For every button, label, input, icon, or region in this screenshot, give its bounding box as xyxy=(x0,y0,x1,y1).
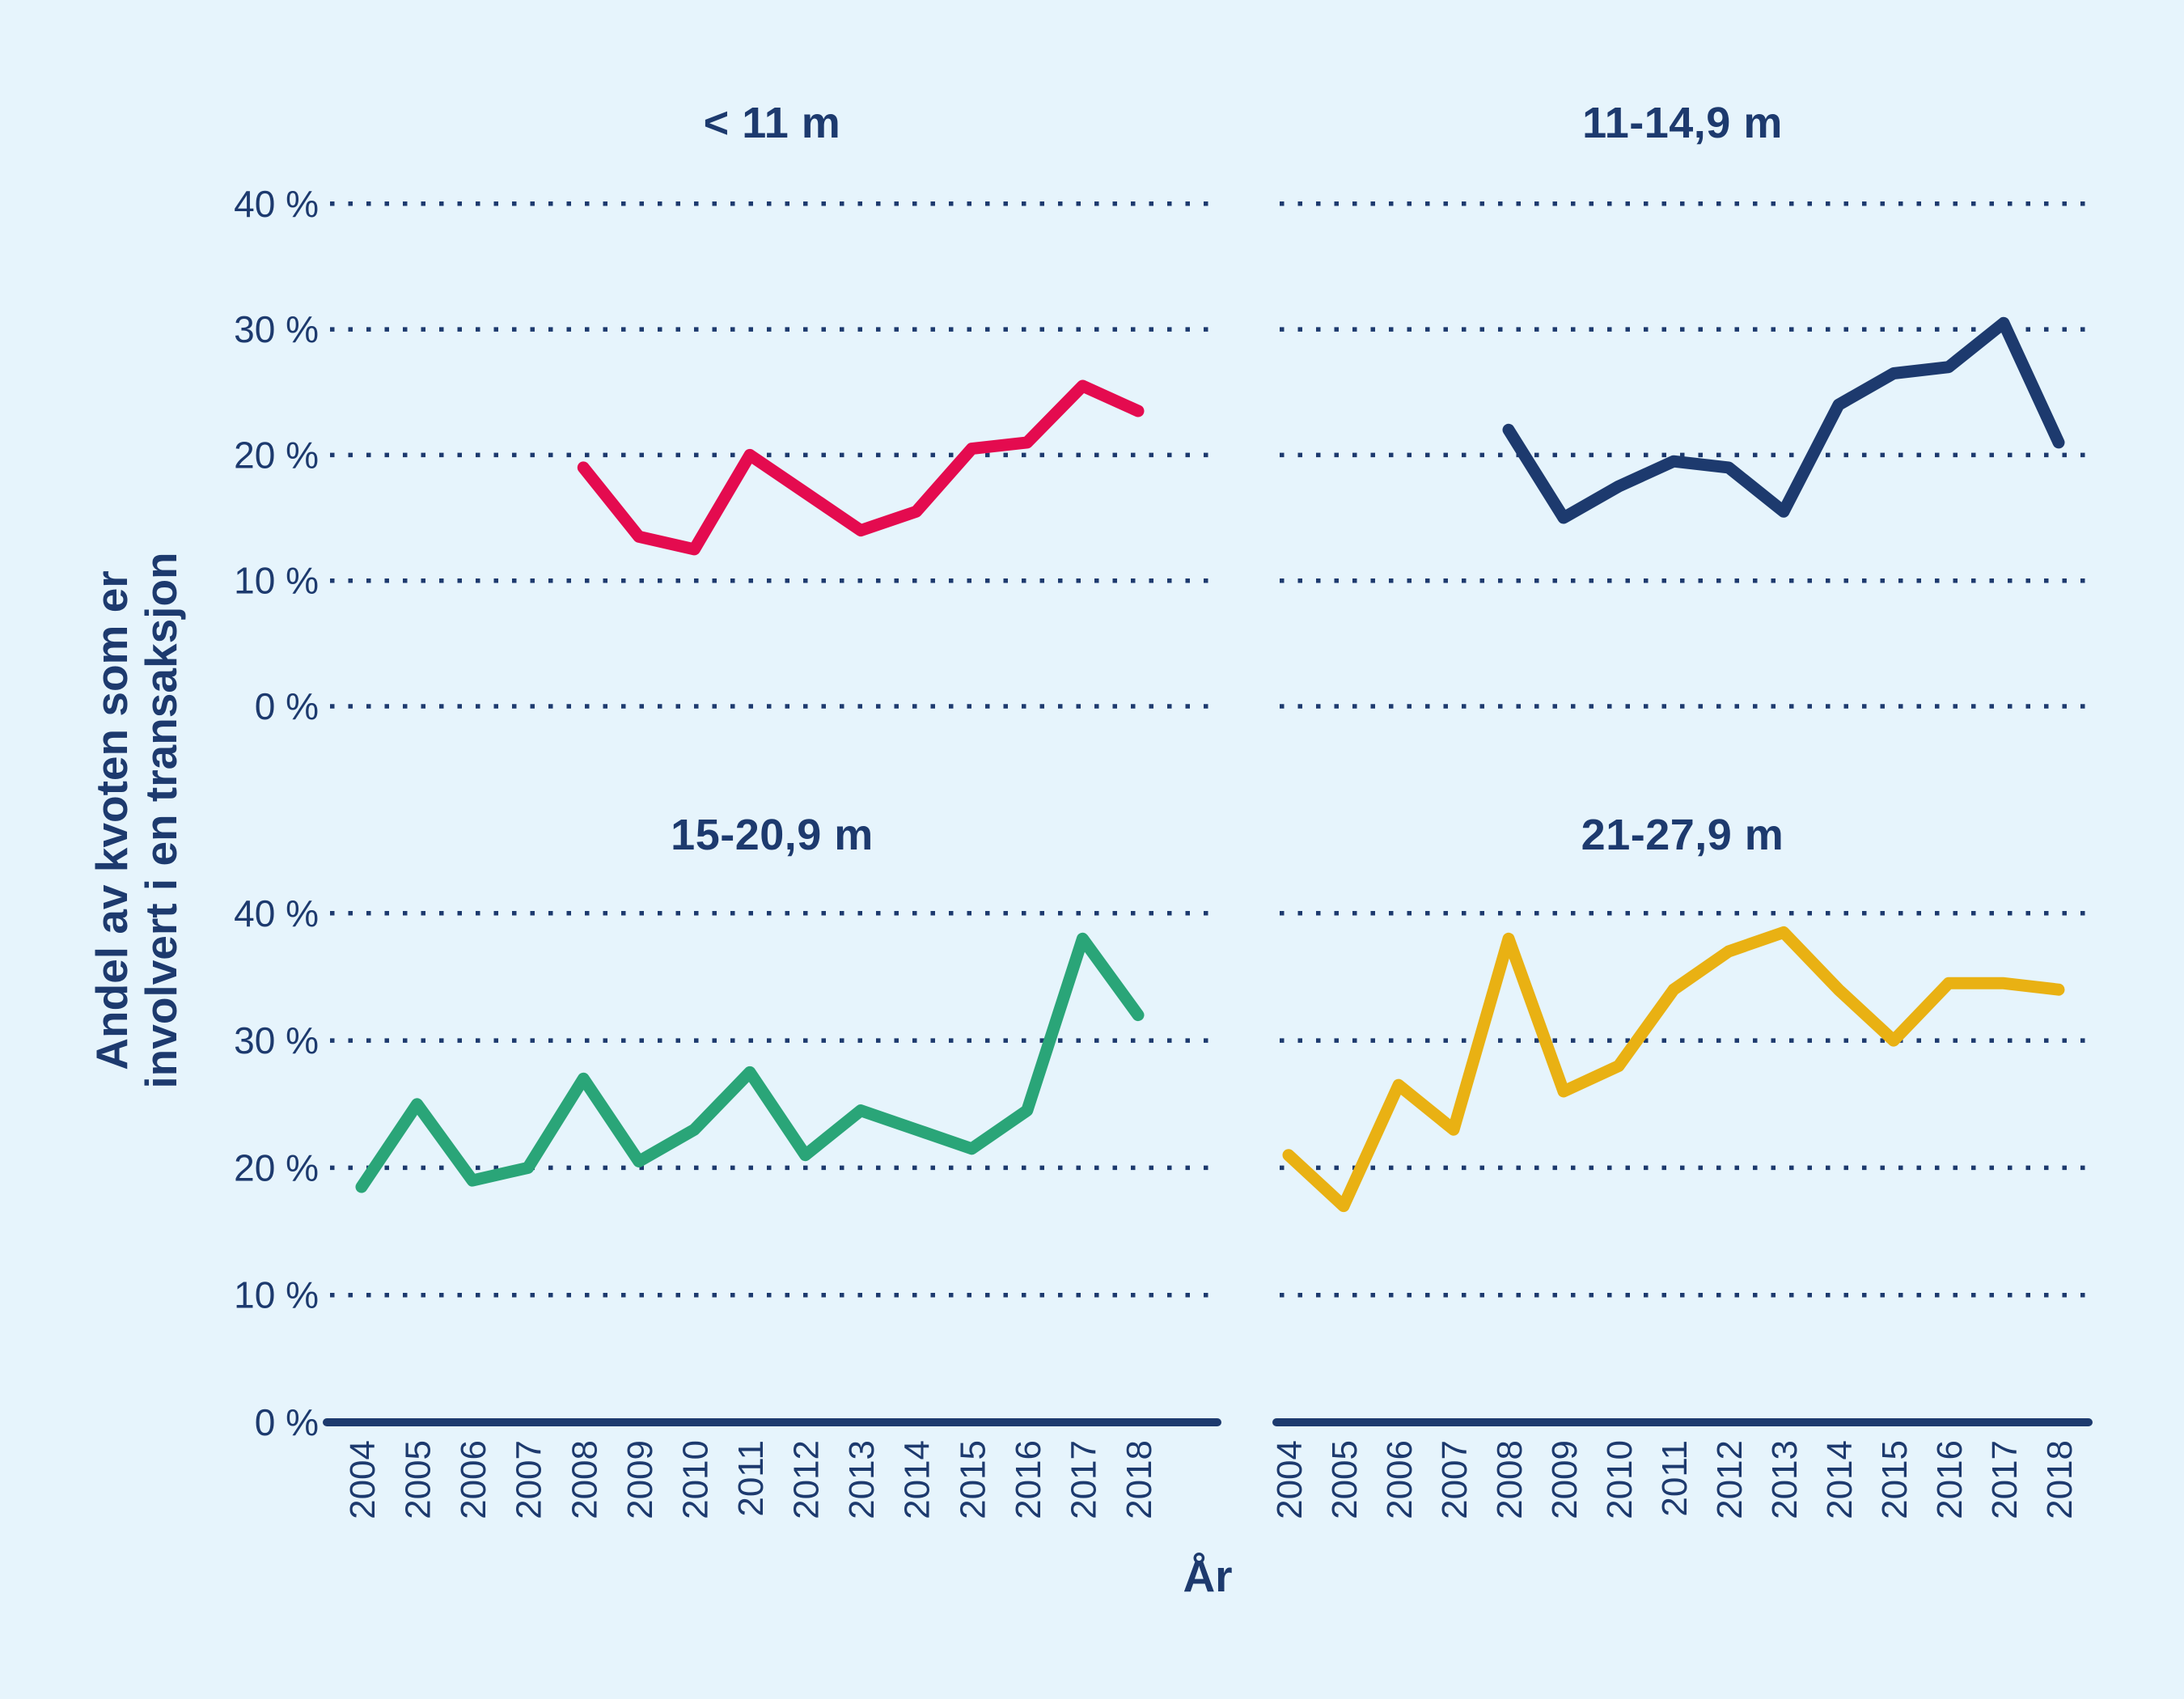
xtick-label-2010: 2010 xyxy=(1600,1440,1640,1519)
xtick-label-2012: 2012 xyxy=(1710,1440,1750,1519)
ytick-label: 20 % xyxy=(234,434,319,476)
xtick-label-2011: 2011 xyxy=(1655,1440,1695,1517)
xtick-label-2006: 2006 xyxy=(1380,1440,1420,1519)
xtick-label-2007: 2007 xyxy=(1435,1440,1475,1519)
panel-21-27-9m: 2004 2005 2006 2007 2008 2009 2010 2011 2012 2013… xyxy=(1270,911,2093,1519)
xtick-label-2011: 2011 xyxy=(731,1440,771,1517)
xtick-label-2016: 2016 xyxy=(1930,1440,1970,1519)
xtick-label-2015: 2015 xyxy=(1875,1440,1915,1519)
y-axis-label-line1: Andel av kvoten som er xyxy=(87,570,137,1070)
panel-11-14-9m xyxy=(1280,201,2089,709)
xtick-label-2009: 2009 xyxy=(1545,1440,1585,1519)
xtick-label-2012: 2012 xyxy=(787,1440,827,1519)
xtick-label-2006: 2006 xyxy=(454,1440,493,1519)
xtick-label-2010: 2010 xyxy=(675,1440,715,1519)
xtick-label-2008: 2008 xyxy=(1490,1440,1530,1519)
xtick-label-2005: 2005 xyxy=(1325,1440,1365,1519)
xtick-label-2007: 2007 xyxy=(510,1440,549,1519)
ytick-label: 0 % xyxy=(255,685,319,727)
xtick-label-2018: 2018 xyxy=(2040,1440,2080,1519)
xtick-label-2016: 2016 xyxy=(1009,1440,1048,1519)
xtick-label-2008: 2008 xyxy=(565,1440,604,1519)
y-axis-label: Andel av kvoten som er involvert i en tr… xyxy=(87,513,188,1128)
series-line-panel-21-27-9m xyxy=(1282,926,2065,1213)
xtick-label-2017: 2017 xyxy=(1985,1440,2025,1519)
panel-title-under-11m: < 11 m xyxy=(703,99,841,147)
xtick-label-2014: 2014 xyxy=(1820,1440,1860,1519)
xtick-label-2017: 2017 xyxy=(1064,1440,1103,1519)
panel-15-20-9m: 0 % 10 % 20 % 30 % 40 % 2004 2005 2006 2007 2008 2… xyxy=(234,892,1221,1519)
ytick-label: 10 % xyxy=(234,560,319,602)
panel-title-11-14-9m: 11-14,9 m xyxy=(1582,99,1783,147)
ytick-label: 40 % xyxy=(234,892,319,934)
xtick-label-2013: 2013 xyxy=(1765,1440,1805,1519)
ytick-label: 30 % xyxy=(234,1019,319,1061)
xtick-label-2014: 2014 xyxy=(898,1440,938,1519)
ytick-label: 0 % xyxy=(255,1401,319,1443)
y-axis-label-line2: involvert i en transaksjon xyxy=(136,552,186,1089)
ytick-label: 40 % xyxy=(234,183,319,225)
xtick-label-2009: 2009 xyxy=(620,1440,660,1519)
panel-title-21-27-9m: 21-27,9 m xyxy=(1581,811,1784,859)
ytick-label: 20 % xyxy=(234,1146,319,1188)
panel-title-15-20-9m: 15-20,9 m xyxy=(671,811,874,859)
x-axis-label: År xyxy=(1183,1551,1233,1601)
ytick-label: 30 % xyxy=(234,308,319,350)
series-line-panel-15-20-9m xyxy=(355,932,1145,1193)
ytick-label: 10 % xyxy=(234,1274,319,1316)
panel-lt-11m: 0 % 10 % 20 % 30 % 40 % xyxy=(234,183,1217,727)
xtick-label-2004: 2004 xyxy=(343,1440,383,1519)
xtick-label-2013: 2013 xyxy=(842,1440,882,1519)
xtick-label-2004: 2004 xyxy=(1270,1440,1310,1519)
series-line-panel-11-14-9m xyxy=(1502,316,2065,524)
xtick-label-2005: 2005 xyxy=(399,1440,438,1519)
xtick-label-2015: 2015 xyxy=(953,1440,993,1519)
series-line-panel-lt-11m xyxy=(577,379,1145,556)
xtick-label-2018: 2018 xyxy=(1120,1440,1159,1519)
